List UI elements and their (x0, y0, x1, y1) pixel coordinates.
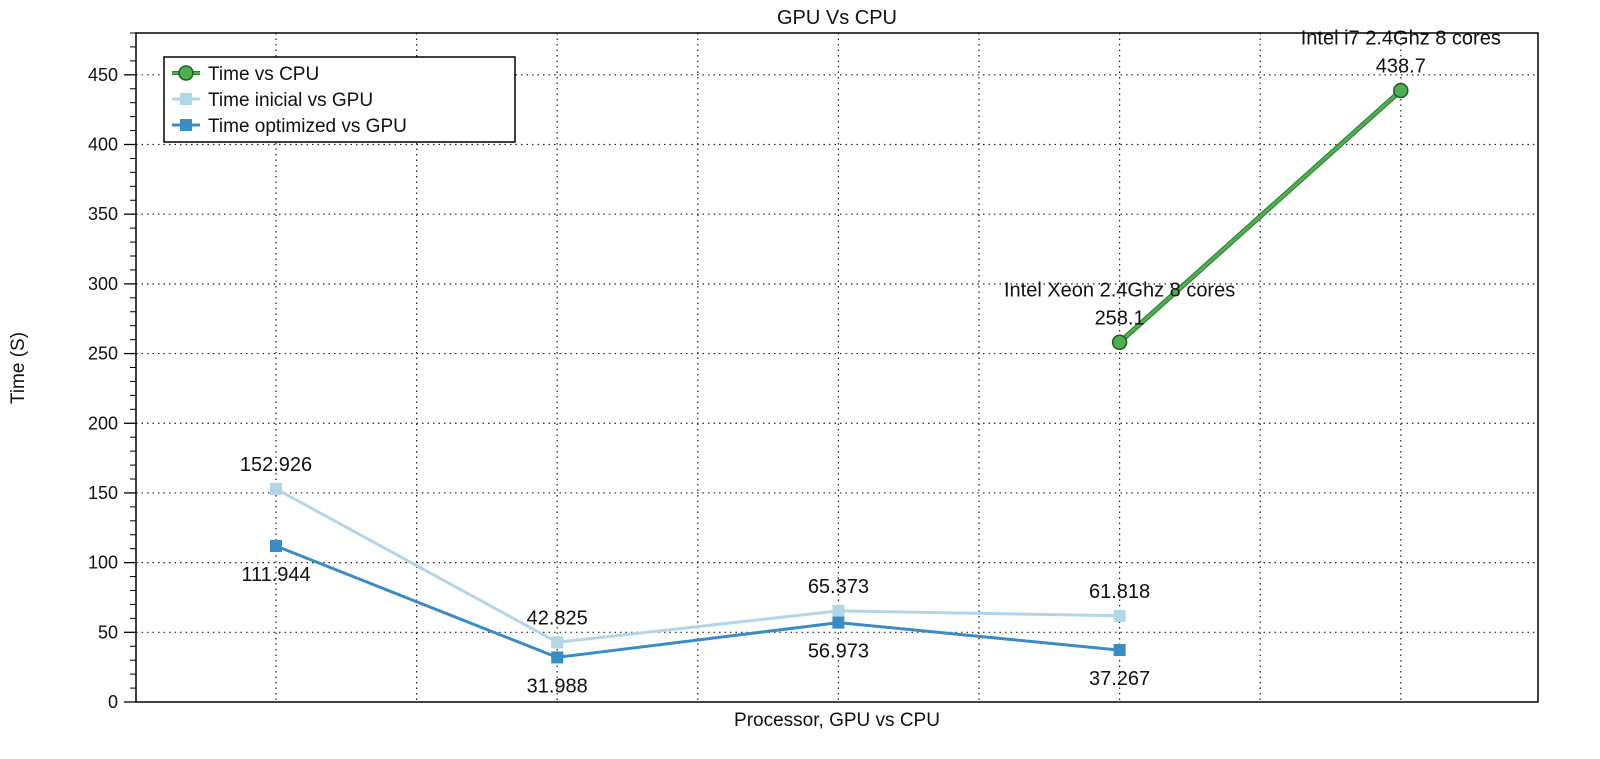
y-tick-label: 150 (88, 483, 118, 503)
series-line (275, 544, 1120, 659)
series-point (1113, 609, 1126, 622)
data-label: 65.373 (808, 576, 869, 598)
data-label: 438.7 (1376, 56, 1426, 78)
legend-box (163, 56, 516, 143)
data-label: 258.1 (1095, 307, 1145, 329)
data-label: 61.818 (1089, 581, 1150, 603)
y-tick-label: 50 (98, 622, 118, 642)
series-point (1393, 82, 1409, 99)
legend-label: Time optimized vs GPU (208, 116, 407, 137)
data-label: 152.926 (240, 454, 312, 476)
y-tick-label: 400 (88, 135, 118, 155)
legend-marker (178, 65, 194, 81)
legend: Time vs CPU Time inicial vs GPU Time optim… (163, 56, 516, 143)
y-tick-label: 250 (88, 344, 118, 364)
data-label: 111.944 (241, 564, 310, 586)
series-point (832, 604, 845, 617)
point-annotation: Intel Xeon 2.4Ghz 8 cores (1004, 279, 1235, 301)
series-point (1111, 334, 1128, 351)
grid (136, 33, 1538, 702)
y-tick-label: 350 (88, 204, 118, 224)
series-point (1113, 644, 1126, 657)
y-tick-label: 0 (108, 692, 118, 712)
legend-marker (180, 119, 192, 131)
series-group (270, 82, 1409, 664)
y-tick-label: 450 (88, 65, 118, 85)
x-axis-label: Processor, GPU vs CPU (734, 710, 940, 731)
y-tick-label: 200 (88, 413, 118, 433)
series-line (1118, 89, 1402, 344)
y-tick-label: 300 (88, 274, 118, 294)
legend-marker (180, 93, 192, 105)
series-point (551, 636, 564, 649)
legend-label: Time inicial vs GPU (208, 90, 373, 111)
y-tick-label: 100 (88, 553, 118, 573)
series-point (270, 482, 282, 495)
data-label: 37.267 (1089, 668, 1150, 690)
data-label: 31.988 (527, 675, 588, 697)
axis-ticks: 0 50 100 150 200 250 300 350 400 450 (88, 32, 136, 712)
series-point (832, 616, 845, 629)
chart-title: GPU Vs CPU (777, 7, 897, 29)
legend-label: Time vs CPU (208, 64, 319, 85)
data-label: 42.825 (527, 607, 588, 629)
series-point (551, 651, 564, 664)
y-axis-label: Time (S) (8, 332, 29, 404)
point-annotation: Intel i7 2.4Ghz 8 cores (1301, 28, 1501, 50)
series-line (275, 487, 1120, 644)
data-label: 56.973 (808, 641, 869, 663)
series-point (270, 539, 282, 552)
plot-frame (135, 32, 1539, 703)
